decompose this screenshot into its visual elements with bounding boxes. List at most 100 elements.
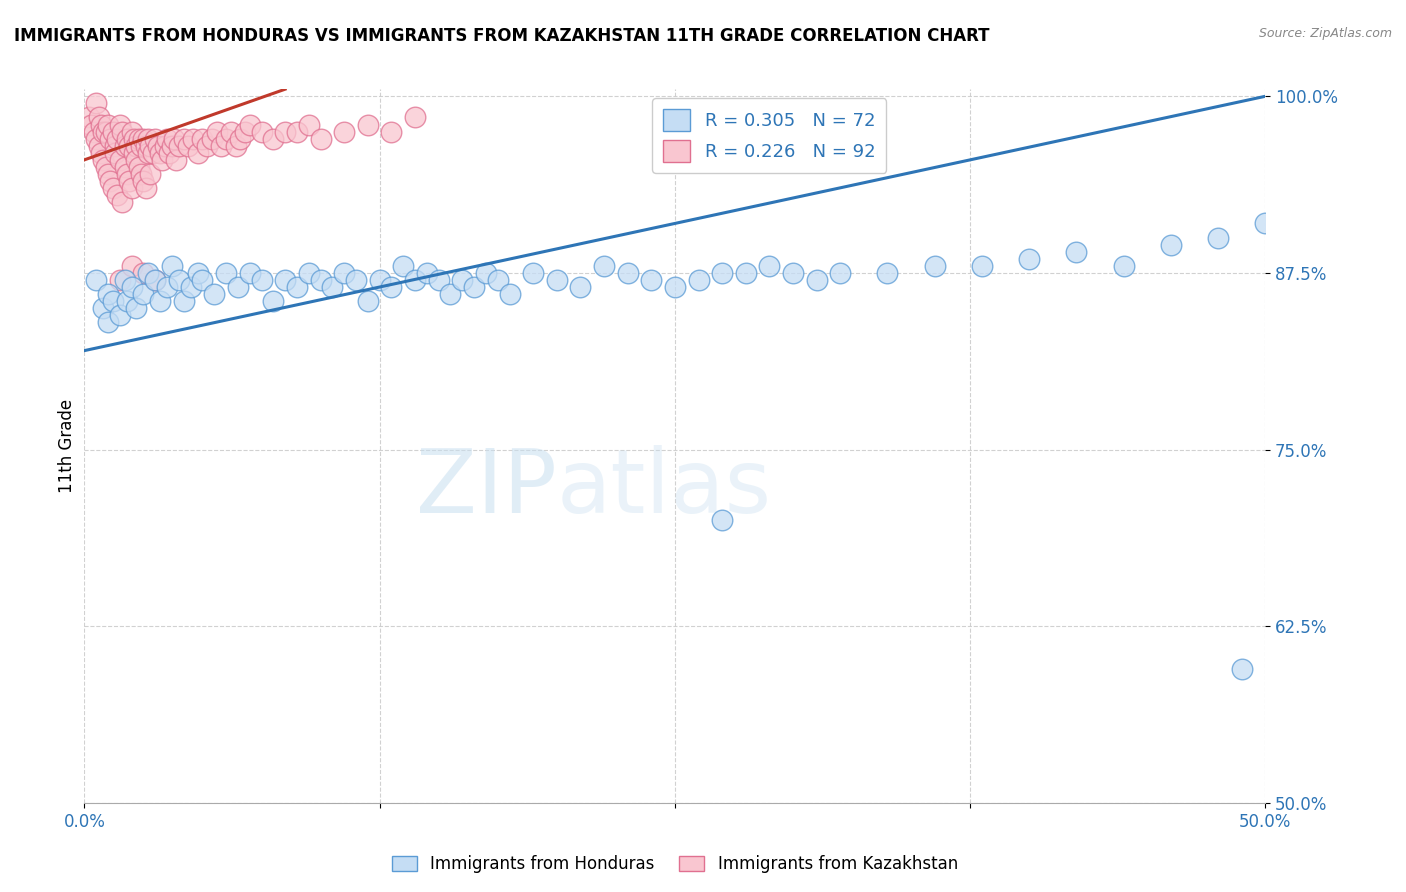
Point	[298, 266, 321, 280]
Point	[392, 259, 415, 273]
Point	[101, 181, 124, 195]
Point	[215, 131, 238, 145]
Point	[782, 266, 804, 280]
Point	[114, 160, 136, 174]
Point	[135, 181, 157, 195]
Point	[309, 273, 332, 287]
Point	[122, 131, 145, 145]
Point	[142, 145, 165, 160]
Point	[569, 280, 592, 294]
Point	[115, 294, 138, 309]
Point	[163, 131, 186, 145]
Point	[121, 181, 143, 195]
Point	[298, 118, 321, 132]
Point	[876, 266, 898, 280]
Point	[416, 266, 439, 280]
Point	[250, 125, 273, 139]
Point	[806, 273, 828, 287]
Point	[94, 125, 117, 139]
Point	[129, 167, 152, 181]
Point	[107, 131, 129, 145]
Point	[132, 287, 155, 301]
Point	[262, 294, 284, 309]
Point	[475, 266, 498, 280]
Point	[368, 273, 391, 287]
Point	[87, 138, 110, 153]
Point	[98, 174, 121, 188]
Point	[108, 273, 131, 287]
Point	[1230, 662, 1253, 676]
Point	[1066, 244, 1088, 259]
Point	[91, 301, 114, 316]
Point	[111, 125, 134, 139]
Point	[173, 294, 195, 309]
Point	[924, 259, 946, 273]
Point	[546, 273, 568, 287]
Point	[121, 259, 143, 273]
Point	[1160, 237, 1182, 252]
Point	[250, 273, 273, 287]
Point	[83, 125, 105, 139]
Point	[91, 125, 114, 139]
Point	[734, 266, 756, 280]
Point	[136, 131, 159, 145]
Point	[191, 131, 214, 145]
Point	[404, 273, 426, 287]
Point	[274, 125, 297, 139]
Point	[101, 294, 124, 309]
Point	[285, 125, 308, 139]
Point	[104, 145, 127, 160]
Point	[167, 138, 190, 153]
Point	[209, 138, 232, 153]
Point	[427, 273, 450, 287]
Point	[166, 153, 188, 167]
Point	[640, 273, 662, 287]
Point	[146, 138, 169, 153]
Point	[181, 131, 204, 145]
Y-axis label: 11th Grade: 11th Grade	[58, 399, 76, 493]
Point	[121, 280, 143, 294]
Point	[262, 131, 284, 145]
Point	[153, 138, 176, 153]
Point	[114, 138, 136, 153]
Point	[157, 145, 180, 160]
Point	[97, 118, 120, 132]
Point	[84, 273, 107, 287]
Point	[128, 131, 150, 145]
Point	[136, 266, 159, 280]
Point	[143, 273, 166, 287]
Point	[522, 266, 544, 280]
Point	[830, 266, 852, 280]
Point	[439, 287, 461, 301]
Point	[593, 259, 616, 273]
Point	[1254, 216, 1277, 230]
Point	[160, 138, 183, 153]
Point	[177, 138, 200, 153]
Point	[87, 111, 110, 125]
Point	[129, 138, 152, 153]
Point	[173, 131, 195, 145]
Point	[180, 280, 202, 294]
Point	[115, 131, 138, 145]
Point	[143, 131, 166, 145]
Point	[201, 131, 224, 145]
Point	[108, 153, 131, 167]
Point	[321, 280, 343, 294]
Point	[239, 118, 262, 132]
Point	[215, 266, 238, 280]
Point	[84, 96, 107, 111]
Point	[94, 160, 117, 174]
Point	[97, 287, 120, 301]
Point	[125, 301, 148, 316]
Point	[758, 259, 780, 273]
Point	[107, 188, 129, 202]
Point	[357, 294, 380, 309]
Point	[128, 160, 150, 174]
Point	[156, 280, 179, 294]
Point	[187, 145, 209, 160]
Point	[463, 280, 485, 294]
Legend: Immigrants from Honduras, Immigrants from Kazakhstan: Immigrants from Honduras, Immigrants fro…	[385, 849, 965, 880]
Point	[1112, 259, 1135, 273]
Point	[380, 280, 402, 294]
Point	[111, 195, 134, 210]
